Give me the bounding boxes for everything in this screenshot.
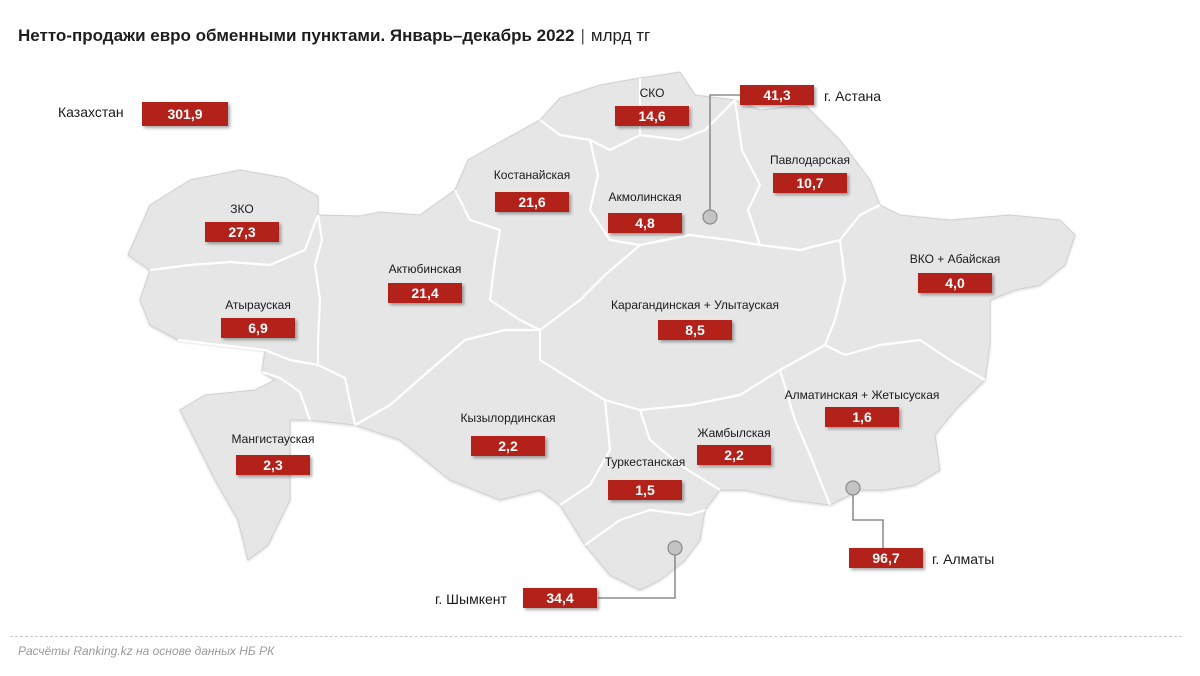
region-value-akmola: 4,8 xyxy=(608,213,682,233)
region-label-kyzylorda: Кызылординская xyxy=(460,411,556,425)
border-atyrau-south xyxy=(177,338,319,367)
shymkent-leader xyxy=(598,548,676,599)
region-label-zko: ЗКО xyxy=(230,202,254,216)
region-label-atyrau: Атырауская xyxy=(225,298,291,312)
source-note: Расчёты Ranking.kz на основе данных НБ Р… xyxy=(18,644,275,658)
region-label-mangistau: Мангистауская xyxy=(231,432,315,446)
border-turkestan-zhambyl xyxy=(638,409,721,491)
border-akmola-karaganda xyxy=(539,233,761,331)
border-mangistau xyxy=(261,370,312,421)
city-label-shymkent: г. Шымкент xyxy=(435,591,507,607)
leader-lines xyxy=(598,94,884,599)
border-akmola-pavlodar xyxy=(733,99,762,246)
region-value-zhambyl: 2,2 xyxy=(697,445,771,465)
almaty-leader xyxy=(852,488,884,548)
region-value-turkestan: 1,5 xyxy=(608,480,682,500)
city-value-shymkent: 34,4 xyxy=(523,588,597,608)
region-value-atyrau: 6,9 xyxy=(221,318,295,338)
almaty-marker xyxy=(845,480,861,496)
border-turkestan-south xyxy=(584,508,706,546)
border-zko xyxy=(149,214,320,272)
region-label-aktobe: Актюбинская xyxy=(388,262,462,276)
total-label: Казахстан xyxy=(58,104,124,120)
city-value-almaty: 96,7 xyxy=(849,548,923,568)
region-label-zhambyl: Жамбылская xyxy=(697,426,771,440)
region-value-pavlodar: 10,7 xyxy=(773,173,847,193)
border-karaganda-vko xyxy=(823,239,847,356)
region-value-aktobe: 21,4 xyxy=(388,283,462,303)
border-vko-almaty xyxy=(844,338,986,381)
chart-title: Нетто-продажи евро обменными пунктами. Я… xyxy=(18,26,650,46)
border-aktobe-kostanay xyxy=(454,189,541,331)
city-label-almaty: г. Алматы xyxy=(932,551,995,567)
title-text: Нетто-продажи евро обменными пунктами. Я… xyxy=(18,26,575,45)
region-label-kostanay: Костанайская xyxy=(493,168,571,182)
region-value-kyzylorda: 2,2 xyxy=(471,436,545,456)
border-kostanay-akmola xyxy=(588,139,641,247)
region-value-vko: 4,0 xyxy=(918,273,992,293)
region-value-kostanay: 21,6 xyxy=(495,192,569,212)
border-kyzylorda-turkestan xyxy=(559,399,612,506)
astana-marker xyxy=(702,209,718,225)
region-label-pavlodar: Павлодарская xyxy=(770,153,850,167)
shymkent-marker xyxy=(667,540,683,556)
title-separator: | xyxy=(580,26,585,45)
region-label-turkestan: Туркестанская xyxy=(604,455,686,469)
city-markers xyxy=(667,209,861,556)
footer-divider xyxy=(10,636,1182,637)
region-value-zko: 27,3 xyxy=(205,222,279,242)
region-label-vko: ВКО + Абайская xyxy=(909,252,1001,266)
border-zhambyl-almaty xyxy=(778,369,832,506)
country-outline xyxy=(127,71,1076,591)
border-aktobe-kyzylorda xyxy=(354,328,540,426)
region-value-almaty-obl: 1,6 xyxy=(825,407,899,427)
region-label-karaganda: Карагандинская + Улытауская xyxy=(610,298,780,312)
region-label-almaty-obl: Алматинская + Жетысуская xyxy=(784,388,940,402)
astana-leader xyxy=(709,94,740,217)
title-unit: млрд тг xyxy=(590,26,651,45)
region-value-mangistau: 2,3 xyxy=(236,455,310,475)
region-value-sko: 14,6 xyxy=(615,106,689,126)
city-value-astana: 41,3 xyxy=(740,85,814,105)
region-value-karaganda: 8,5 xyxy=(658,320,732,340)
total-value: 301,9 xyxy=(142,102,228,126)
region-label-akmola: Акмолинская xyxy=(608,190,682,204)
border-zko-aktobe xyxy=(313,214,324,341)
region-label-sko: СКО xyxy=(639,86,665,100)
border-atyrau-aktobe xyxy=(316,340,357,426)
city-label-astana: г. Астана xyxy=(824,88,882,104)
country-shape xyxy=(127,71,1076,591)
